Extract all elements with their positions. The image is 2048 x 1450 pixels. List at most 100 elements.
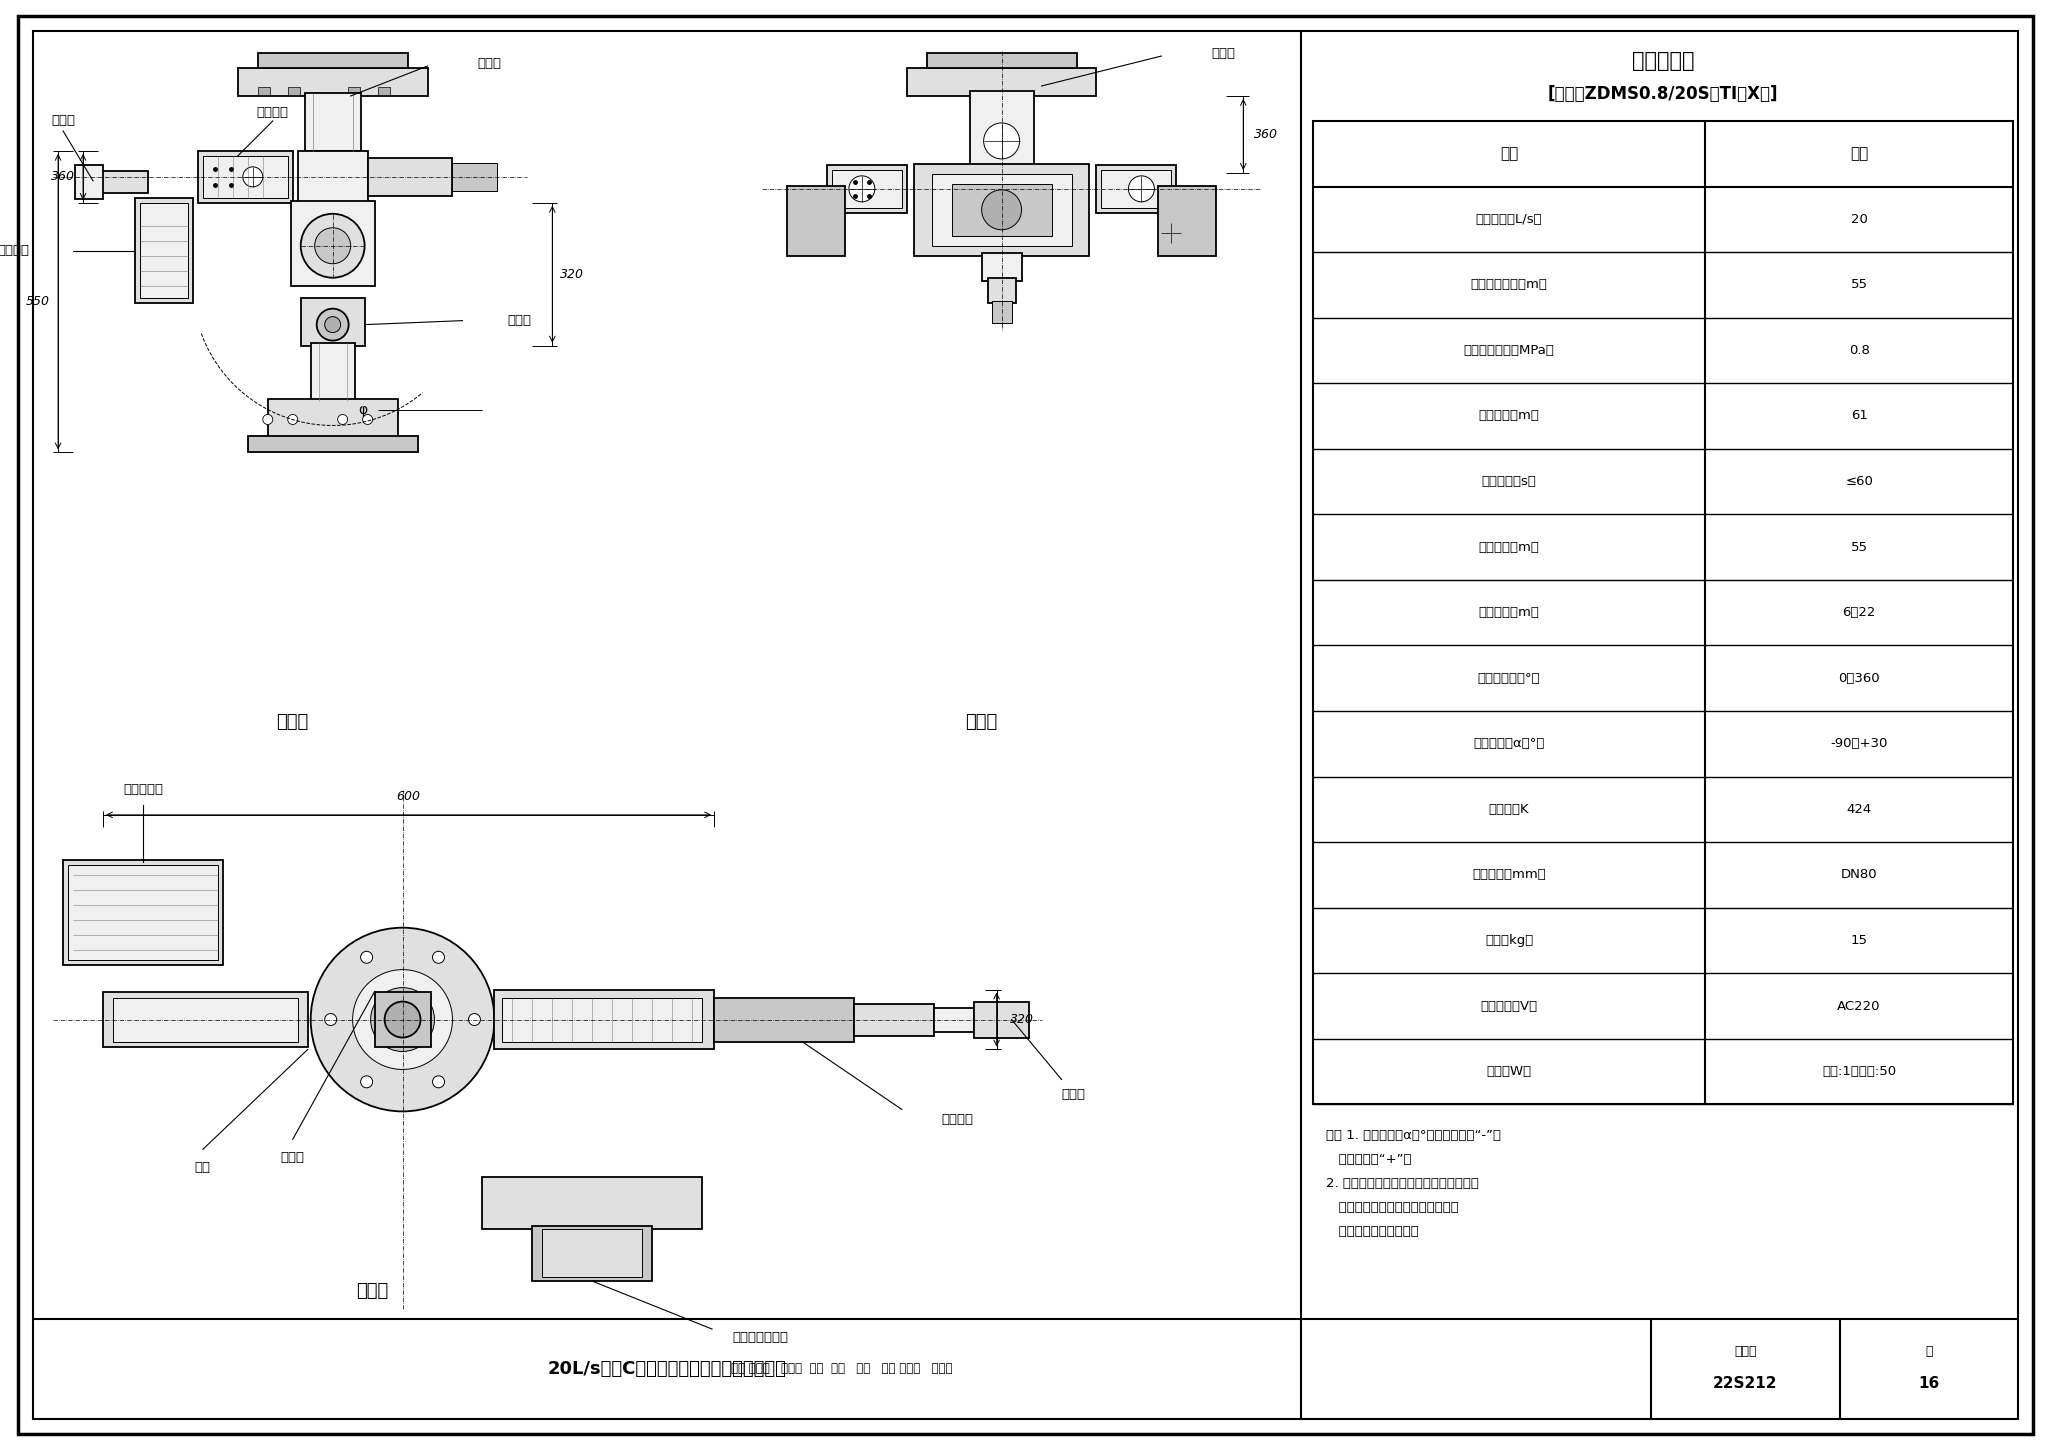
Text: 图集号: 图集号 (1735, 1344, 1757, 1357)
Bar (199, 151, 293, 203)
Text: 法兰: 法兰 (195, 1161, 211, 1174)
Bar (715, 998, 854, 1041)
Text: 为仰角时为“+”。: 为仰角时为“+”。 (1327, 1153, 1411, 1166)
Text: 水平电机: 水平电机 (256, 106, 289, 119)
Text: 55: 55 (1851, 278, 1868, 291)
Text: 6～22: 6～22 (1843, 606, 1876, 619)
Text: 监控半径（m）: 监控半径（m） (1479, 541, 1540, 554)
Bar (238, 68, 428, 96)
Text: 320: 320 (1010, 1014, 1034, 1027)
Text: 侧视图: 侧视图 (965, 713, 997, 731)
Bar (258, 87, 270, 96)
Text: 垂直电机: 垂直电机 (0, 244, 29, 257)
Bar (453, 162, 498, 191)
Text: 射流半径（m）: 射流半径（m） (1479, 409, 1540, 422)
Text: 装置参数表: 装置参数表 (1632, 51, 1694, 71)
Circle shape (362, 415, 373, 425)
Text: 320: 320 (561, 268, 584, 281)
Bar (952, 184, 1051, 236)
Bar (301, 297, 365, 345)
Text: 360: 360 (51, 170, 76, 183)
Bar (375, 992, 430, 1047)
Text: 项目: 项目 (1499, 146, 1518, 161)
Circle shape (315, 228, 350, 264)
Bar (203, 157, 287, 197)
Text: 平射和向下方喷射进行瑰火，而不: 平射和向下方喷射进行瑰火，而不 (1327, 1201, 1458, 1214)
Circle shape (262, 415, 272, 425)
Bar (311, 342, 354, 400)
Circle shape (360, 951, 373, 963)
Text: φ: φ (358, 403, 367, 418)
Text: 0.8: 0.8 (1849, 344, 1870, 357)
Bar (932, 174, 1071, 245)
Text: 61: 61 (1851, 409, 1868, 422)
Circle shape (432, 951, 444, 963)
Text: DN80: DN80 (1841, 869, 1878, 882)
Text: 600: 600 (397, 790, 420, 803)
Bar (102, 992, 307, 1047)
Text: 550: 550 (27, 296, 49, 309)
Bar (135, 197, 193, 303)
Bar (532, 1227, 651, 1282)
Bar (258, 54, 408, 68)
Text: 指标: 指标 (1849, 146, 1868, 161)
Circle shape (983, 123, 1020, 160)
Bar (1159, 186, 1217, 255)
Bar (991, 300, 1012, 323)
Bar (76, 165, 102, 199)
Text: 水平回转角（°）: 水平回转角（°） (1479, 671, 1540, 684)
Bar (98, 171, 147, 193)
Text: 额定工作压力（MPa）: 额定工作压力（MPa） (1464, 344, 1554, 357)
Text: 20: 20 (1851, 213, 1868, 226)
Bar (248, 436, 418, 452)
Bar (297, 151, 367, 203)
Text: [型号：ZDMS0.8/20S（TI、X）]: [型号：ZDMS0.8/20S（TI、X）] (1548, 86, 1778, 103)
Bar (543, 1230, 643, 1277)
Text: 摄像头: 摄像头 (508, 315, 530, 328)
Circle shape (432, 1076, 444, 1088)
Bar (502, 998, 702, 1041)
Circle shape (326, 1014, 336, 1025)
Text: 摄像头: 摄像头 (281, 1151, 305, 1164)
Text: 能做到仰射瘀准火源。: 能做到仰射瘀准火源。 (1327, 1225, 1419, 1238)
Circle shape (385, 1002, 420, 1038)
Circle shape (371, 987, 434, 1051)
Circle shape (1161, 223, 1182, 242)
Text: 进水管: 进水管 (477, 57, 502, 70)
Bar (928, 54, 1077, 68)
Text: 俧仰回转角α（°）: 俧仰回转角α（°） (1473, 737, 1544, 750)
Text: 22S212: 22S212 (1714, 1376, 1778, 1392)
Text: AC220: AC220 (1837, 999, 1880, 1012)
Text: 水平垂直探测器: 水平垂直探测器 (731, 1331, 788, 1344)
Text: 424: 424 (1847, 803, 1872, 816)
Circle shape (326, 316, 340, 332)
Text: 机载控制器: 机载控制器 (123, 783, 164, 796)
Bar (367, 158, 453, 196)
Circle shape (244, 167, 262, 187)
Bar (1313, 120, 2013, 1105)
Bar (348, 87, 360, 96)
Text: 最大保护半径（m）: 最大保护半径（m） (1470, 278, 1548, 291)
Circle shape (317, 309, 348, 341)
Bar (1102, 170, 1171, 207)
Circle shape (311, 928, 494, 1111)
Text: 20L/s下垂C型自动消防炮外形尺寸及参数表: 20L/s下垂C型自动消防炮外形尺寸及参数表 (547, 1360, 786, 1378)
Bar (315, 344, 350, 355)
Text: 2. 自动消防炮在系统自动状态下，只能以: 2. 自动消防炮在系统自动状态下，只能以 (1327, 1177, 1479, 1190)
Text: 进水管: 进水管 (1210, 46, 1235, 59)
Text: 正视图: 正视图 (276, 713, 309, 731)
Circle shape (338, 415, 348, 425)
Bar (831, 170, 901, 207)
Text: 额定流量（L/s）: 额定流量（L/s） (1477, 213, 1542, 226)
Bar (969, 91, 1034, 173)
Text: 功率（W）: 功率（W） (1487, 1066, 1532, 1079)
Bar (827, 165, 907, 213)
Bar (854, 1003, 934, 1035)
Text: 审核 张立成   张立成  校对  张奕   综典   设计 赵首汇   徐给弥: 审核 张立成 张立成 校对 张奕 综典 设计 赵首汇 徐给弥 (731, 1363, 952, 1376)
Bar (68, 864, 217, 960)
Text: 0～360: 0～360 (1839, 671, 1880, 684)
Bar (786, 186, 846, 255)
Bar (113, 998, 297, 1041)
Text: 360: 360 (1253, 129, 1278, 142)
Text: 出水口: 出水口 (1061, 1088, 1085, 1101)
